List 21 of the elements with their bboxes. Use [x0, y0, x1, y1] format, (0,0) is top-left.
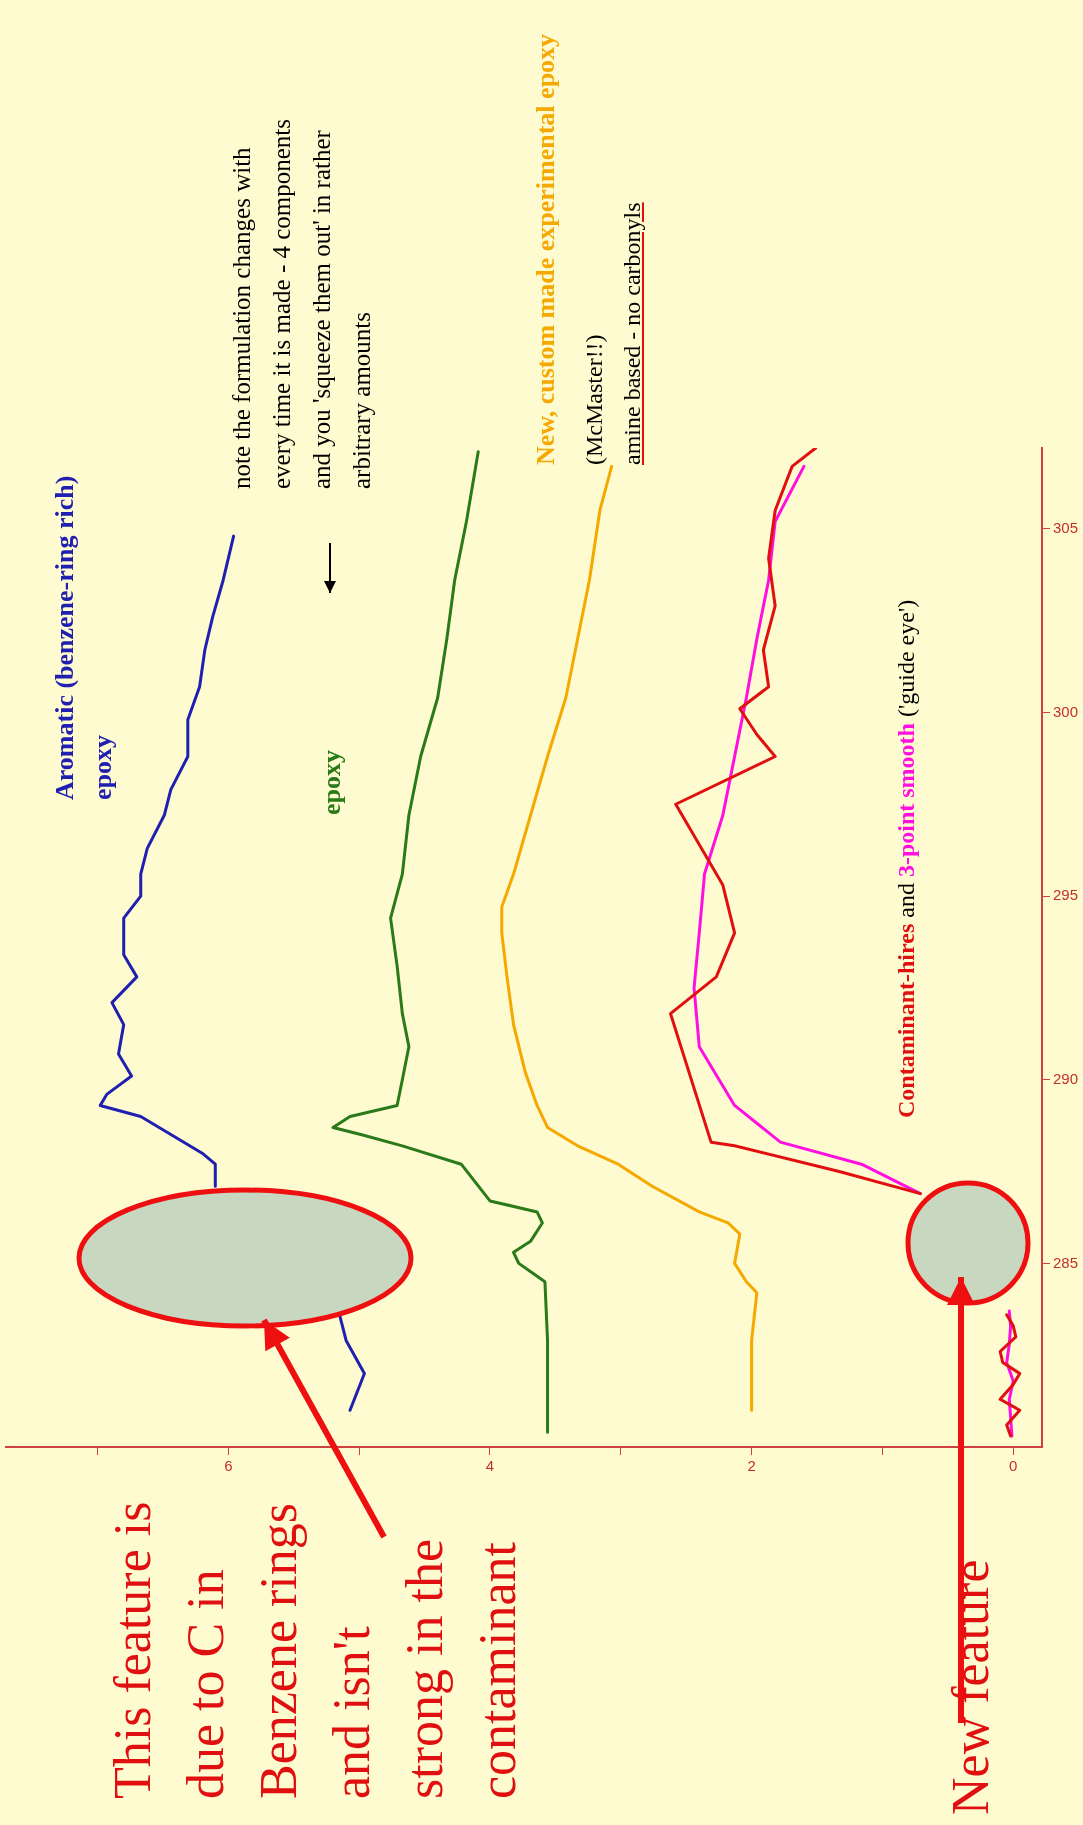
- annotation: (McMaster!!): [581, 334, 607, 465]
- annotation: and: [893, 882, 919, 920]
- text: epoxy: [316, 750, 347, 815]
- text: New, custom made experimental epoxy: [531, 33, 560, 465]
- x-tick-label: 2: [747, 1457, 756, 1475]
- x-tick-label: 0: [1009, 1457, 1018, 1475]
- y-tick-label: 285: [1053, 1253, 1079, 1271]
- text: New feature: [941, 1559, 1000, 1815]
- text: 3-point smooth: [893, 723, 919, 878]
- x-tick-label: 4: [485, 1457, 495, 1475]
- annotation: note the formulation changes with every time it is made - 4 components and you 'squeeze them out' in rather arbitrary amounts: [227, 117, 376, 489]
- annotation: amine based - no carbonyls: [618, 202, 646, 465]
- text: This feature is due to C in Benzene rings and isn't strong in the contaminant: [103, 1501, 527, 1799]
- y-tick-label: 300: [1053, 702, 1079, 720]
- y-tick-label: 295: [1053, 886, 1079, 904]
- annotation: ('guide eye'): [893, 599, 919, 720]
- text: Contaminant-hires: [893, 923, 919, 1118]
- y-tick-label: 305: [1053, 518, 1079, 536]
- x-tick-label: 6: [224, 1457, 233, 1475]
- text: Aromatic (benzene-ring rich) epoxy: [49, 474, 118, 800]
- y-tick-label: 290: [1053, 1069, 1079, 1087]
